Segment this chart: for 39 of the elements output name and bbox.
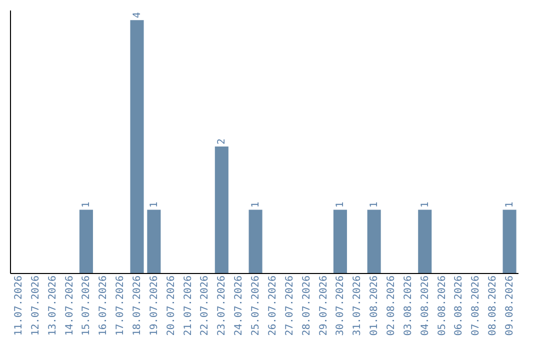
- x-tick-label: 06.08.2026: [454, 276, 465, 336]
- data-label: 1: [148, 202, 160, 208]
- x-tick-label: 09.08.2026: [504, 276, 516, 336]
- data-label: 1: [420, 202, 431, 208]
- x-tick-label: 02.08.2026: [386, 276, 397, 336]
- data-label: 1: [335, 202, 346, 208]
- x-tick-label: 31.07.2026: [352, 276, 364, 336]
- data-label: 1: [369, 202, 380, 208]
- x-tick-label: 17.07.2026: [115, 276, 126, 336]
- x-tick-label: 23.07.2026: [216, 276, 228, 336]
- x-tick-label: 28.07.2026: [301, 276, 312, 336]
- x-tick-label: 11.07.2026: [13, 276, 24, 336]
- x-tick-label: 08.08.2026: [488, 276, 499, 336]
- x-tick-label: 03.08.2026: [402, 276, 414, 336]
- x-tick-label: 30.07.2026: [335, 276, 346, 336]
- data-label: 1: [504, 202, 516, 208]
- x-tick-label: 16.07.2026: [98, 276, 110, 336]
- x-tick-label: 25.07.2026: [250, 276, 262, 336]
- x-tick-label: 20.07.2026: [166, 276, 177, 336]
- x-tick-label: 14.07.2026: [64, 276, 76, 336]
- x-tick-label: 29.07.2026: [318, 276, 330, 336]
- x-tick-label: 05.08.2026: [436, 276, 448, 336]
- x-tick-label: 04.08.2026: [420, 276, 431, 336]
- x-tick-label: 26.07.2026: [267, 276, 278, 336]
- x-tick-label: 19.07.2026: [148, 276, 160, 336]
- x-tick-label: 22.07.2026: [200, 276, 211, 336]
- x-tick-label: 13.07.2026: [47, 276, 58, 336]
- x-tick-label: 27.07.2026: [284, 276, 296, 336]
- data-label: 4: [132, 12, 143, 18]
- x-tick-label: 07.08.2026: [470, 276, 482, 336]
- data-label: 2: [216, 138, 228, 145]
- x-tick-label: 01.08.2026: [369, 276, 380, 336]
- x-tick-label: 24.07.2026: [234, 276, 245, 336]
- x-tick-label: 18.07.2026: [132, 276, 143, 336]
- data-label: 1: [81, 202, 92, 208]
- x-tick-label: 21.07.2026: [182, 276, 194, 336]
- data-label: 1: [250, 202, 262, 208]
- x-tick-label: 15.07.2026: [81, 276, 92, 336]
- x-tick-label: 12.07.2026: [30, 276, 42, 336]
